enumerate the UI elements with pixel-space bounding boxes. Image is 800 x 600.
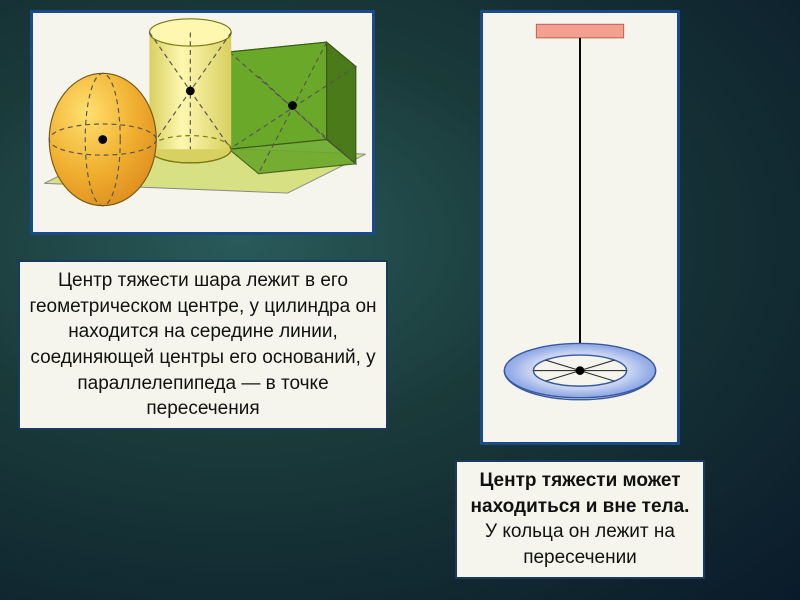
ellipsoid — [49, 73, 156, 205]
cube — [229, 42, 356, 173]
solids-svg — [33, 13, 372, 232]
ring-svg — [483, 13, 677, 442]
caption-left-text: Центр тяжести шара лежит в его геометрич… — [29, 270, 376, 419]
ring-figure — [480, 10, 680, 445]
caption-right: Центр тяжести может находиться и вне тел… — [455, 460, 705, 579]
solids-figure — [30, 10, 375, 235]
caption-right-rest: У кольца он лежит на пересечении — [485, 521, 675, 568]
caption-right-bold: Центр тяжести может находиться и вне тел… — [471, 470, 690, 517]
cylinder — [149, 19, 231, 163]
caption-left: Центр тяжести шара лежит в его геометрич… — [18, 260, 388, 430]
ring — [504, 343, 655, 399]
pendulum-support — [536, 24, 623, 38]
